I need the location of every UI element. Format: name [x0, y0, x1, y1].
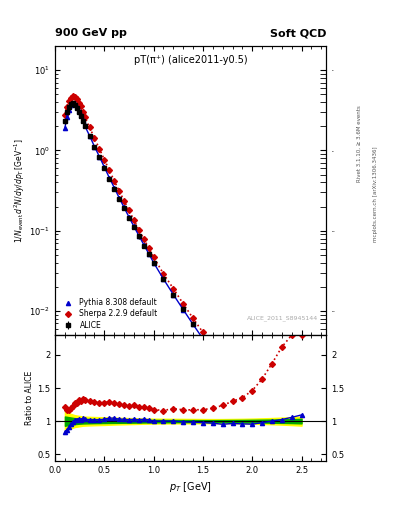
Sherpa 2.2.9 default — [127, 207, 131, 214]
Pythia 8.308 default — [141, 242, 146, 248]
Sherpa 2.2.9 default — [210, 343, 215, 349]
Legend: Pythia 8.308 default, Sherpa 2.2.9 default, ALICE: Pythia 8.308 default, Sherpa 2.2.9 defau… — [59, 296, 159, 331]
Pythia 8.308 default — [200, 336, 205, 342]
Pythia 8.308 default — [191, 322, 195, 328]
Sherpa 2.2.9 default — [80, 109, 85, 115]
Pythia 8.308 default — [66, 107, 71, 113]
Pythia 8.308 default — [220, 364, 225, 370]
Pythia 8.308 default — [250, 405, 255, 411]
Sherpa 2.2.9 default — [146, 245, 151, 251]
Pythia 8.308 default — [122, 204, 127, 210]
Sherpa 2.2.9 default — [70, 93, 75, 99]
Pythia 8.308 default — [72, 101, 77, 108]
Pythia 8.308 default — [171, 291, 176, 297]
Y-axis label: Ratio to ALICE: Ratio to ALICE — [25, 371, 34, 425]
Sherpa 2.2.9 default — [92, 135, 97, 141]
Sherpa 2.2.9 default — [151, 254, 156, 260]
Text: Rivet 3.1.10, ≥ 3.6M events: Rivet 3.1.10, ≥ 3.6M events — [357, 105, 362, 182]
Pythia 8.308 default — [181, 307, 185, 313]
Y-axis label: $1/N_\mathrm{event}\,d^2N/dy/dp_T\,[\mathrm{GeV}^{-1}]$: $1/N_\mathrm{event}\,d^2N/dy/dp_T\,[\mat… — [12, 138, 27, 243]
Pythia 8.308 default — [210, 350, 215, 356]
X-axis label: $p_T$ [GeV]: $p_T$ [GeV] — [169, 480, 212, 494]
Pythia 8.308 default — [112, 184, 117, 190]
Pythia 8.308 default — [80, 117, 85, 123]
Sherpa 2.2.9 default — [76, 99, 81, 105]
Sherpa 2.2.9 default — [200, 329, 205, 335]
Pythia 8.308 default — [82, 122, 87, 129]
Sherpa 2.2.9 default — [74, 96, 79, 102]
Sherpa 2.2.9 default — [78, 103, 83, 110]
Sherpa 2.2.9 default — [72, 94, 77, 100]
Sherpa 2.2.9 default — [87, 124, 92, 130]
Sherpa 2.2.9 default — [136, 227, 141, 233]
Text: pT(π⁺) (alice2011-y0.5): pT(π⁺) (alice2011-y0.5) — [134, 55, 248, 65]
Sherpa 2.2.9 default — [191, 315, 195, 322]
Sherpa 2.2.9 default — [97, 146, 102, 152]
Sherpa 2.2.9 default — [299, 434, 304, 440]
Sherpa 2.2.9 default — [220, 355, 225, 361]
Text: ALICE_2011_S8945144: ALICE_2011_S8945144 — [247, 315, 318, 321]
Pythia 8.308 default — [270, 430, 274, 436]
Text: 900 GeV pp: 900 GeV pp — [55, 28, 127, 38]
Pythia 8.308 default — [136, 232, 141, 239]
Pythia 8.308 default — [299, 467, 304, 473]
Sherpa 2.2.9 default — [250, 390, 255, 396]
Sherpa 2.2.9 default — [161, 271, 166, 277]
Pythia 8.308 default — [92, 143, 97, 150]
Pythia 8.308 default — [70, 100, 75, 106]
Pythia 8.308 default — [62, 125, 67, 131]
Pythia 8.308 default — [107, 175, 112, 181]
Sherpa 2.2.9 default — [270, 409, 274, 415]
Text: mcplots.cern.ch [arXiv:1306.3436]: mcplots.cern.ch [arXiv:1306.3436] — [373, 147, 378, 242]
Pythia 8.308 default — [230, 378, 235, 384]
Pythia 8.308 default — [151, 260, 156, 266]
Sherpa 2.2.9 default — [62, 112, 67, 118]
Pythia 8.308 default — [240, 391, 245, 397]
Sherpa 2.2.9 default — [171, 286, 176, 292]
Sherpa 2.2.9 default — [230, 367, 235, 373]
Line: Pythia 8.308 default: Pythia 8.308 default — [63, 101, 304, 472]
Pythia 8.308 default — [97, 154, 102, 160]
Pythia 8.308 default — [102, 164, 107, 170]
Sherpa 2.2.9 default — [141, 236, 146, 242]
Sherpa 2.2.9 default — [102, 157, 107, 163]
Text: Soft QCD: Soft QCD — [270, 28, 326, 38]
Pythia 8.308 default — [146, 250, 151, 257]
Sherpa 2.2.9 default — [260, 399, 264, 406]
Sherpa 2.2.9 default — [181, 301, 185, 307]
Pythia 8.308 default — [279, 442, 284, 449]
Line: Sherpa 2.2.9 default: Sherpa 2.2.9 default — [63, 94, 304, 440]
Sherpa 2.2.9 default — [279, 417, 284, 423]
Pythia 8.308 default — [260, 418, 264, 424]
Sherpa 2.2.9 default — [117, 188, 121, 194]
Sherpa 2.2.9 default — [289, 426, 294, 432]
Pythia 8.308 default — [64, 114, 69, 120]
Sherpa 2.2.9 default — [132, 217, 136, 223]
Pythia 8.308 default — [117, 195, 121, 201]
Sherpa 2.2.9 default — [107, 167, 112, 173]
Pythia 8.308 default — [289, 455, 294, 461]
Pythia 8.308 default — [161, 276, 166, 282]
Sherpa 2.2.9 default — [112, 178, 117, 184]
Pythia 8.308 default — [127, 214, 131, 220]
Sherpa 2.2.9 default — [82, 114, 87, 120]
Pythia 8.308 default — [68, 102, 73, 109]
Sherpa 2.2.9 default — [68, 95, 73, 101]
Pythia 8.308 default — [78, 112, 83, 118]
Pythia 8.308 default — [74, 104, 79, 111]
Pythia 8.308 default — [76, 108, 81, 114]
Pythia 8.308 default — [132, 223, 136, 229]
Sherpa 2.2.9 default — [122, 198, 127, 204]
Sherpa 2.2.9 default — [240, 379, 245, 385]
Sherpa 2.2.9 default — [64, 104, 69, 110]
Pythia 8.308 default — [87, 133, 92, 139]
Sherpa 2.2.9 default — [66, 98, 71, 104]
